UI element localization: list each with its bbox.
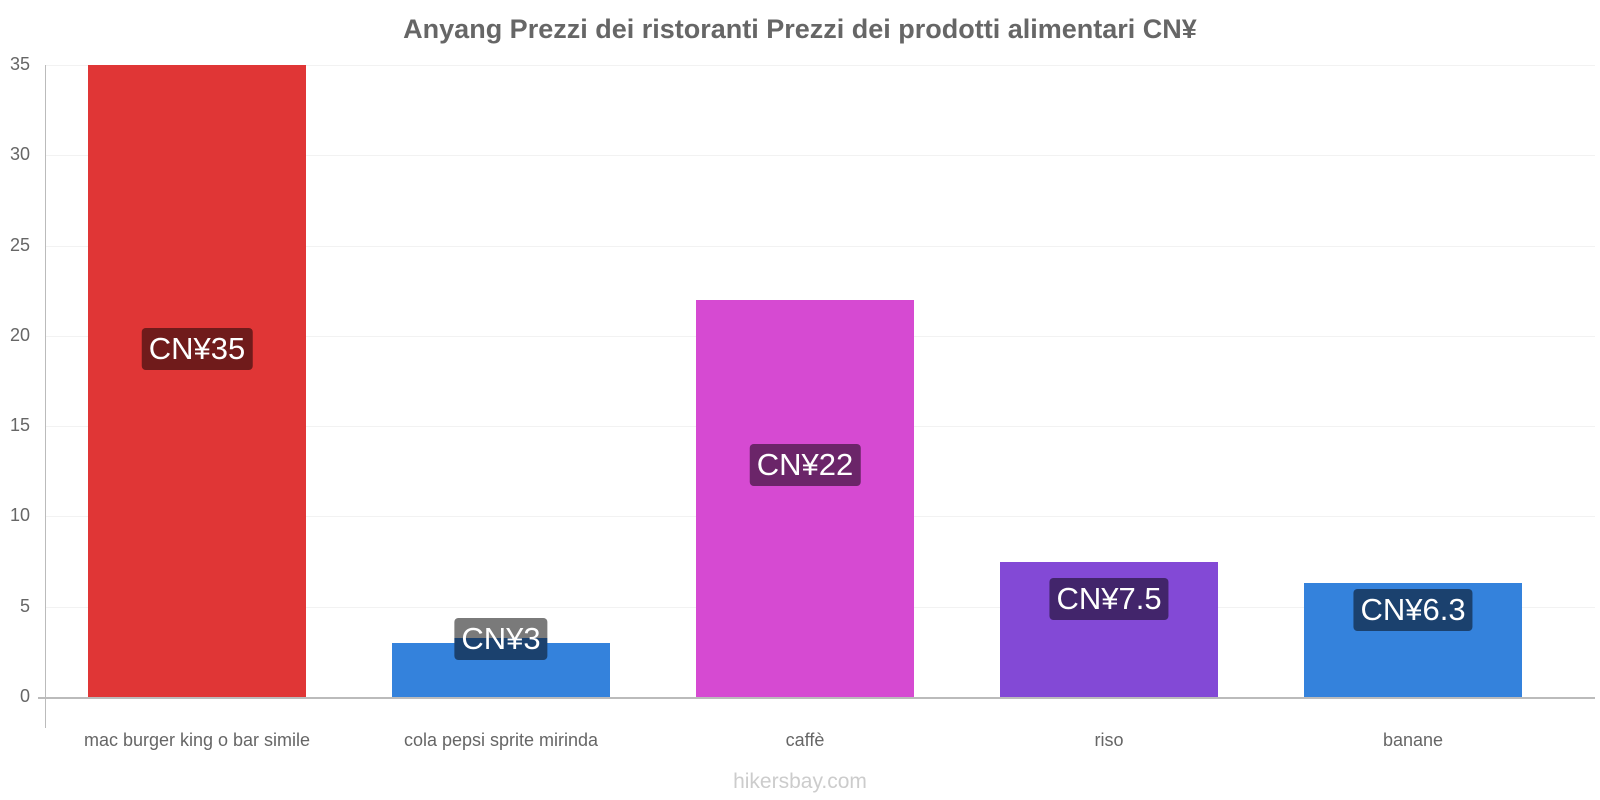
gridline bbox=[45, 155, 1595, 157]
bar bbox=[88, 65, 306, 697]
data-label: CN¥6.3 bbox=[1353, 589, 1473, 631]
bar bbox=[696, 299, 914, 697]
watermark: hikersbay.com bbox=[733, 770, 867, 793]
x-tick-label: riso bbox=[1094, 730, 1124, 750]
x-tick-label: banane bbox=[1382, 730, 1444, 750]
gridline bbox=[45, 245, 1595, 247]
y-tick-label: 10 bbox=[9, 505, 30, 526]
y-axis-line bbox=[45, 65, 46, 728]
data-label: CN¥3 bbox=[454, 618, 548, 660]
data-label: CN¥22 bbox=[749, 444, 861, 486]
data-label: CN¥7.5 bbox=[1049, 578, 1169, 620]
x-axis-line bbox=[38, 697, 1595, 699]
y-tick-label: 20 bbox=[9, 324, 30, 345]
data-label: CN¥35 bbox=[141, 328, 253, 370]
y-tick-label: 25 bbox=[9, 234, 30, 255]
x-tick-label: mac burger king o bar simile bbox=[83, 730, 311, 750]
chart-title: Anyang Prezzi dei ristoranti Prezzi dei … bbox=[403, 14, 1197, 44]
x-tick-label: cola pepsi sprite mirinda bbox=[403, 730, 599, 750]
y-tick-label: 0 bbox=[19, 686, 30, 706]
y-tick-label: 35 bbox=[9, 54, 30, 74]
y-tick-label: 30 bbox=[9, 144, 30, 165]
x-tick-label: caffè bbox=[785, 730, 825, 750]
gridline bbox=[45, 65, 1595, 66]
y-tick-label: 5 bbox=[19, 595, 30, 616]
y-tick-label: 15 bbox=[9, 415, 30, 436]
